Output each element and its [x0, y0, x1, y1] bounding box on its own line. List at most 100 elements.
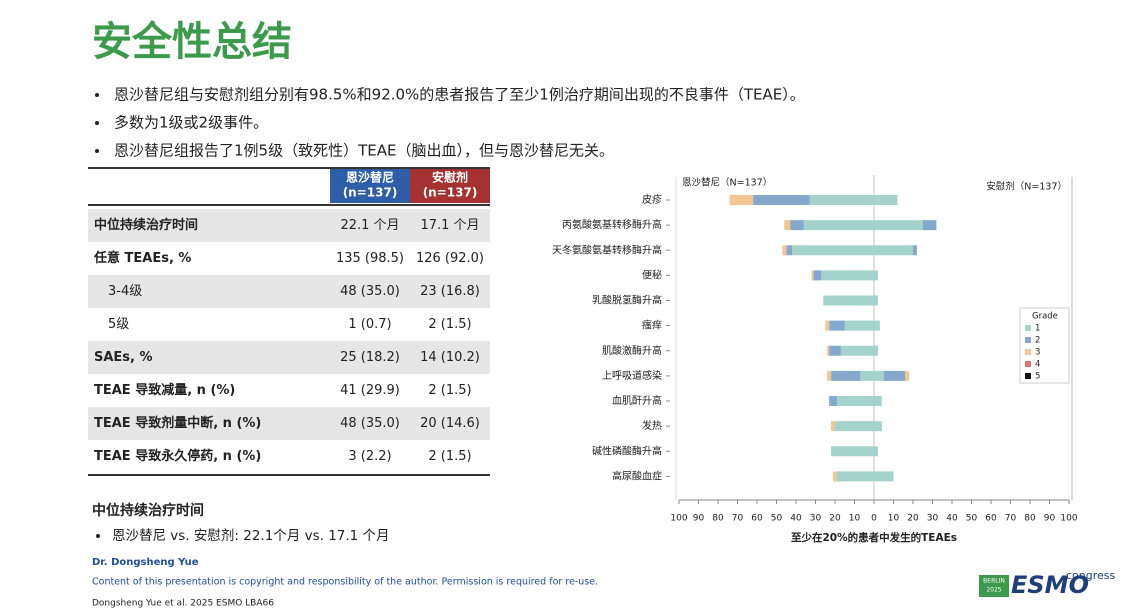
logo-city: BERLIN	[983, 578, 1005, 585]
author: Dr. Dongsheng Yue	[92, 557, 199, 568]
legend-label: 2	[1035, 336, 1040, 346]
x-tick-label: 20	[907, 514, 919, 524]
bar-segment	[792, 245, 874, 256]
legend-title: Grade	[1032, 312, 1058, 322]
bar-segment	[829, 396, 837, 407]
legend-label: 1	[1035, 324, 1040, 334]
bar-segment	[905, 370, 910, 381]
header-text: (n=137)	[423, 186, 478, 200]
bar-segment	[823, 295, 874, 306]
bar-segment	[874, 295, 878, 306]
row-band	[88, 209, 490, 242]
cell: 1 (0.7)	[348, 317, 391, 332]
header-text: 恩沙替尼	[346, 170, 394, 185]
bar-segment	[782, 245, 787, 256]
cell: 2 (1.5)	[428, 383, 471, 398]
bar-segment	[874, 320, 880, 331]
x-tick-label: 40	[790, 514, 802, 524]
bar-segment	[729, 195, 754, 205]
bar-segment	[784, 220, 791, 231]
bar-segment	[836, 396, 874, 407]
x-tick-label: 70	[732, 514, 744, 524]
x-tick-label: 100	[670, 514, 687, 524]
cell: 25 (18.2)	[340, 350, 400, 365]
cell: 14 (10.2)	[420, 350, 480, 365]
x-tick-label: 70	[1005, 514, 1017, 524]
cell: 2 (1.5)	[428, 449, 471, 464]
cell: 41 (29.9)	[340, 383, 400, 398]
x-tick-label: 50	[966, 514, 978, 524]
x-tick-label: 40	[946, 514, 958, 524]
x-tick-label: 10	[849, 514, 861, 524]
bar-segment	[874, 270, 878, 281]
legend-swatch	[1025, 337, 1031, 343]
bar-segment	[835, 421, 874, 432]
bullet-dot	[95, 149, 99, 153]
bar-segment	[874, 220, 923, 231]
bar-segment	[874, 446, 878, 457]
bar-segment	[811, 270, 814, 281]
bar-segment	[809, 195, 874, 205]
cell: 22.1 个月	[340, 218, 399, 233]
cell: 17.1 个月	[420, 218, 479, 233]
x-tick-label: 90	[693, 514, 705, 524]
slide-title: 安全性总结	[92, 19, 292, 65]
x-axis-title: 至少在20%的患者中发生的TEAEs	[791, 531, 957, 544]
bar-segment	[831, 446, 874, 457]
bar-segment	[844, 320, 874, 331]
bar-segment	[874, 471, 894, 482]
cell: 23 (16.8)	[420, 284, 480, 299]
citation: Dongsheng Yue et al. 2025 ESMO LBA66	[92, 599, 274, 609]
summary-text: 恩沙替尼 vs. 安慰剂: 22.1个月 vs. 17.1 个月	[112, 527, 390, 544]
x-tick-label: 0	[871, 514, 877, 524]
category-label: 天冬氨酸氨基转移酶升高	[552, 243, 662, 256]
bar-segment	[831, 421, 835, 432]
bar-segment	[913, 245, 917, 256]
legend-swatch	[1025, 349, 1031, 355]
bar-segment	[836, 471, 874, 482]
right-group-label: 安慰剂（N=137）	[986, 181, 1067, 193]
x-tick-label: 30	[927, 514, 939, 524]
row-label: TEAE 导致减量, n (%)	[94, 382, 235, 398]
bar-segment	[883, 370, 906, 381]
category-label: 碱性磷酸酶升高	[592, 444, 662, 457]
row-label: TEAE 导致永久停药, n (%)	[94, 448, 261, 464]
x-tick-label: 80	[712, 514, 724, 524]
row-label: 任意 TEAEs, %	[93, 250, 191, 266]
legend-box	[1019, 307, 1070, 384]
bar-segment	[829, 320, 845, 331]
bar-segment	[833, 471, 837, 482]
bar-segment	[829, 345, 841, 356]
bullet-text: 恩沙替尼组报告了1例5级（致死性）TEAE（脑出血），但与恩沙替尼无关。	[114, 142, 614, 160]
category-label: 便秘	[642, 268, 662, 281]
row-label: SAEs, %	[94, 350, 153, 365]
category-label: 瘙痒	[642, 319, 662, 332]
header-text: 安慰剂	[432, 170, 468, 185]
bar-segment	[786, 245, 793, 256]
legend-label: 5	[1035, 372, 1040, 382]
bar-segment	[874, 195, 898, 205]
header-cell	[330, 169, 410, 203]
bar-segment	[827, 370, 832, 381]
logo-box	[979, 575, 1009, 597]
row-label: 5级	[108, 317, 129, 332]
left-group-label: 恩沙替尼（N=137）	[682, 177, 772, 189]
row-band	[88, 407, 490, 440]
x-tick-label: 60	[751, 514, 763, 524]
bar-segment	[874, 396, 882, 407]
row-label: 中位持续治疗时间	[94, 217, 198, 233]
legend-swatch	[1025, 373, 1031, 379]
category-label: 乳酸脱氢酶升高	[592, 294, 662, 307]
bar-segment	[790, 220, 804, 231]
x-tick-label: 50	[771, 514, 783, 524]
x-tick-label: 10	[888, 514, 900, 524]
header-text: (n=137)	[343, 186, 398, 200]
logo-word: congress	[1066, 569, 1116, 582]
legend-label: 4	[1035, 360, 1040, 370]
x-tick-label: 20	[829, 514, 841, 524]
bar-segment	[874, 421, 882, 432]
legend-swatch	[1025, 325, 1031, 331]
cell: 20 (14.6)	[420, 416, 480, 431]
row-band	[88, 275, 490, 308]
